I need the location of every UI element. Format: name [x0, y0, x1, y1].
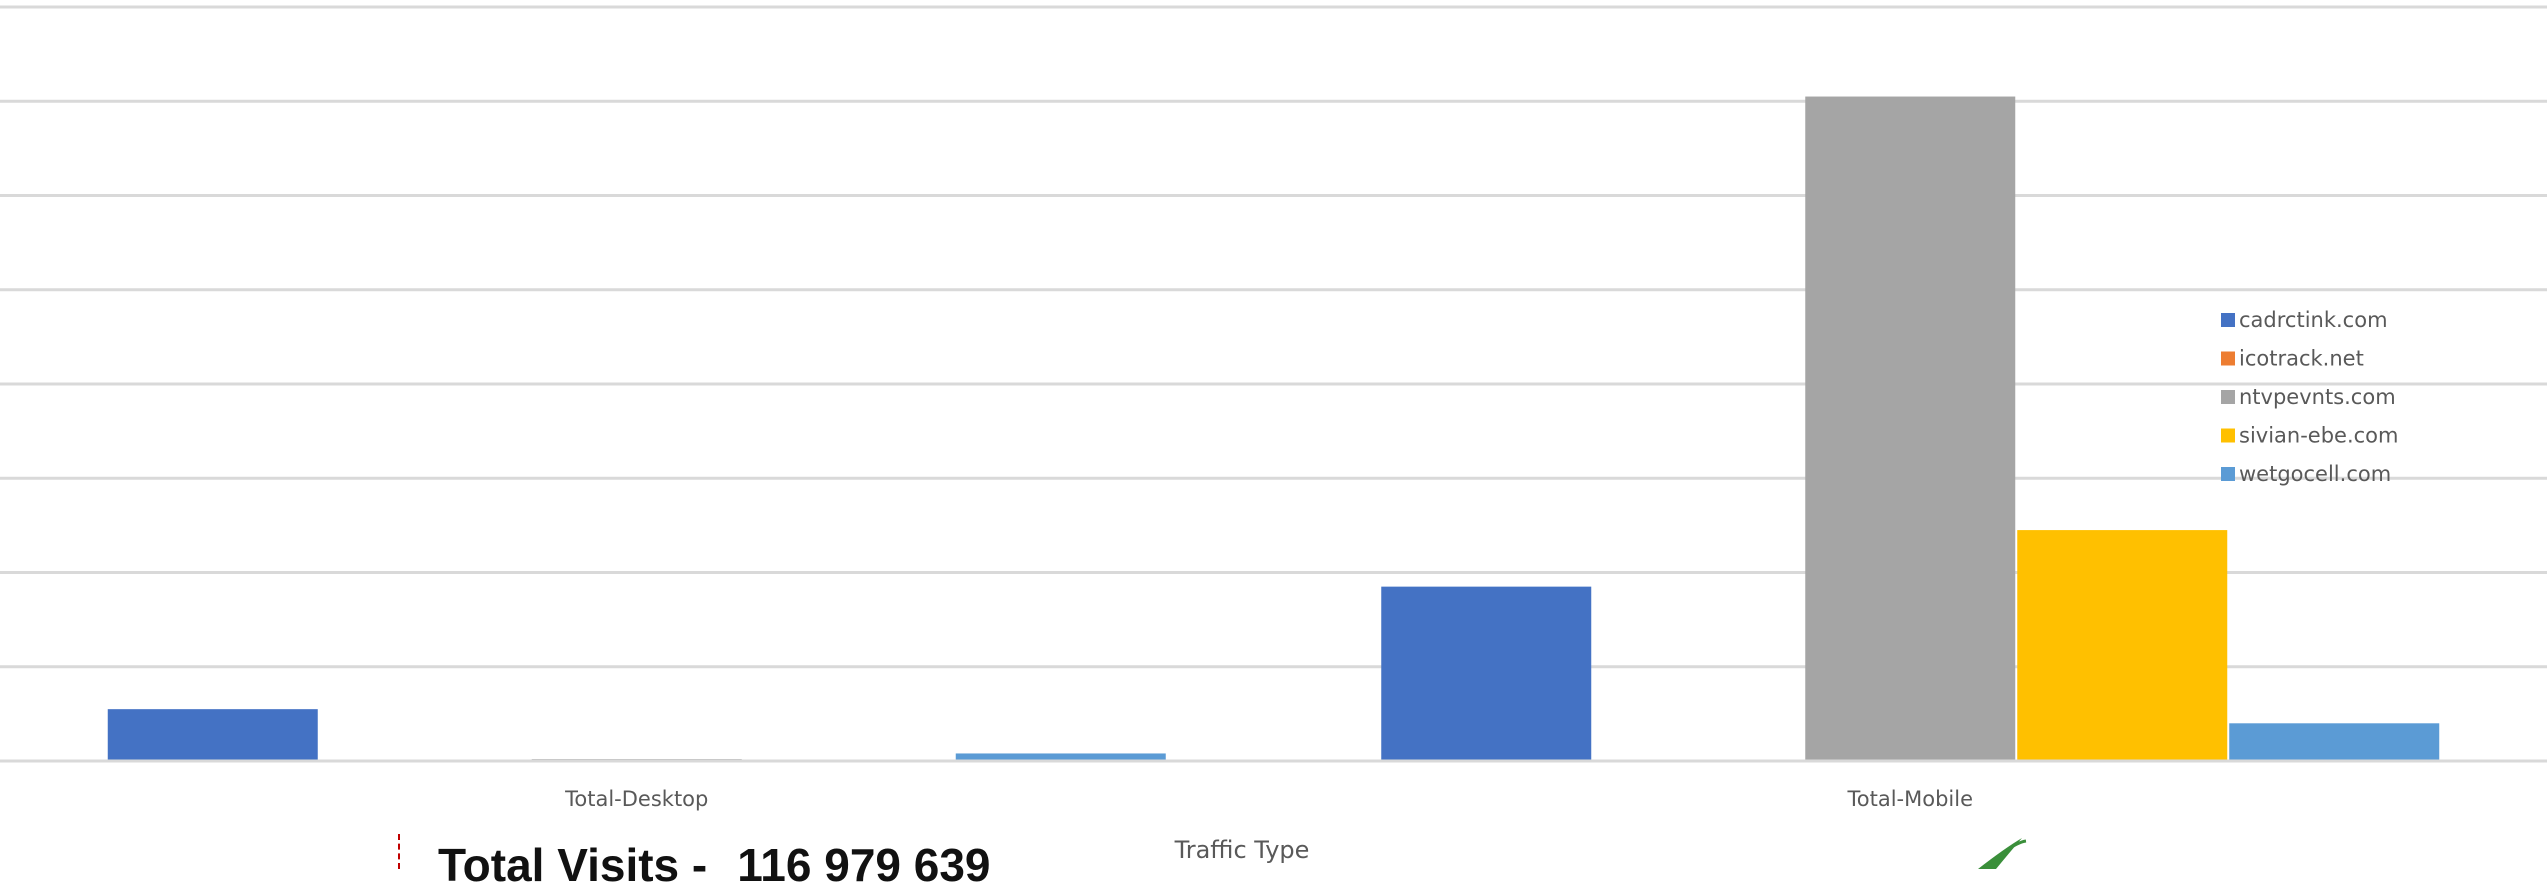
legend-label: wetgocell.com — [2239, 462, 2391, 486]
x-tick-label: Total-Mobile — [1846, 787, 1973, 811]
legend-label: cadrctink.com — [2239, 308, 2388, 332]
legend: cadrctink.com icotrack.net ntvpevnts.com si… — [2221, 308, 2399, 486]
legend-swatch — [2221, 467, 2235, 481]
gridlines — [0, 5, 2547, 763]
bar-ntvpevnts-com-total-mobile — [1805, 96, 2016, 762]
legend-swatch — [2221, 390, 2235, 404]
x-tick-label: Total-Desktop — [564, 787, 708, 811]
bar-wetgocell-com-total-mobile — [2229, 723, 2440, 761]
bar-wetgocell-com-total-desktop — [955, 753, 1166, 761]
total-visits-label: Total Visits - — [438, 839, 708, 891]
bar-sivian-ebe-com-total-mobile — [2017, 530, 2228, 761]
bar-cadrctink-com-total-desktop — [107, 709, 318, 761]
traffic-chart: Total-Desktop Total-Mobile Traffic Type c… — [0, 5, 2547, 869]
legend-swatch — [2221, 313, 2235, 327]
x-tick-labels: Total-Desktop Total-Mobile — [564, 787, 1973, 811]
legend-label: sivian-ebe.com — [2239, 424, 2399, 448]
total-visits-caption: Total Visits - 116 979 639 — [438, 842, 991, 888]
bar-cadrctink-com-total-mobile — [1381, 586, 1592, 761]
legend-swatch — [2221, 428, 2235, 443]
legend-label: icotrack.net — [2239, 347, 2364, 371]
total-visits-value: 116 979 639 — [737, 839, 991, 891]
leaf-logo — [1978, 838, 2027, 869]
legend-label: ntvpevnts.com — [2239, 385, 2396, 409]
x-axis-title: Traffic Type — [1174, 836, 1310, 864]
red-dashed-marker — [398, 834, 400, 869]
legend-swatch — [2221, 351, 2235, 366]
